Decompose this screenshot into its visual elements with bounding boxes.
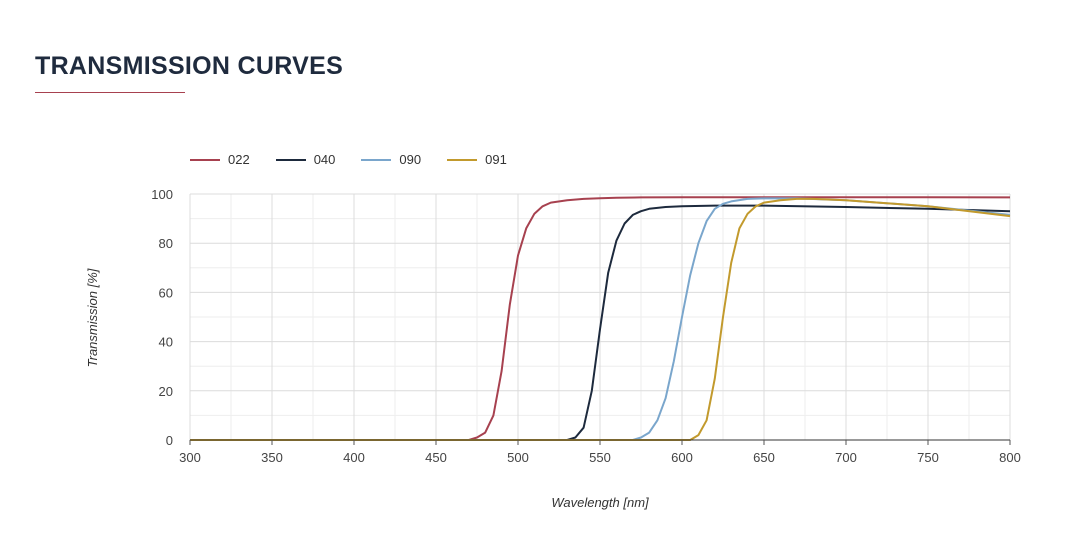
chart-legend: 022 040 090 091 bbox=[190, 152, 507, 167]
legend-label-090: 090 bbox=[399, 152, 422, 167]
legend-item-022[interactable]: 022 bbox=[190, 152, 250, 167]
legend-swatch-040 bbox=[275, 158, 306, 161]
series-layer bbox=[190, 196, 1011, 441]
y-axis-title: Transmission [%] bbox=[85, 268, 100, 367]
x-axis-title: Wavelength [nm] bbox=[551, 495, 649, 510]
y-tick-label: 80 bbox=[159, 236, 173, 251]
x-tick-label: 350 bbox=[261, 450, 283, 465]
legend-item-090[interactable]: 090 bbox=[361, 152, 421, 167]
legend-swatch-022 bbox=[190, 158, 220, 161]
x-tick-labels: 300 350 400 450 500 550 600 650 700 750 800 bbox=[179, 450, 1021, 465]
x-tick-label: 500 bbox=[507, 450, 529, 465]
series-line-040 bbox=[190, 204, 1011, 441]
y-tick-label: 100 bbox=[151, 187, 173, 202]
series-line-022 bbox=[190, 196, 1011, 441]
axes-layer bbox=[189, 439, 1011, 445]
legend-item-091[interactable]: 091 bbox=[447, 152, 507, 167]
x-tick-label: 300 bbox=[179, 450, 201, 465]
series-line-091 bbox=[190, 197, 1011, 441]
title-underline bbox=[35, 92, 185, 93]
x-tick-label: 400 bbox=[343, 450, 365, 465]
x-tick-label: 600 bbox=[671, 450, 693, 465]
x-tick-label: 800 bbox=[999, 450, 1021, 465]
x-tick-label: 550 bbox=[589, 450, 611, 465]
legend-label-040: 040 bbox=[313, 152, 336, 167]
x-tick-label: 700 bbox=[835, 450, 857, 465]
y-tick-label: 0 bbox=[166, 433, 173, 448]
y-tick-label: 40 bbox=[159, 335, 173, 350]
legend-swatch-091 bbox=[447, 158, 478, 161]
legend-item-040[interactable]: 040 bbox=[275, 152, 336, 167]
y-tick-label: 60 bbox=[159, 285, 173, 300]
legend-label-091: 091 bbox=[485, 152, 507, 167]
legend-swatch-090 bbox=[361, 158, 392, 161]
y-tick-label: 20 bbox=[159, 384, 173, 399]
x-tick-label: 650 bbox=[753, 450, 775, 465]
page-title: TRANSMISSION CURVES bbox=[35, 52, 344, 80]
x-tick-label: 750 bbox=[917, 450, 939, 465]
legend-label-022: 022 bbox=[228, 152, 250, 167]
x-tick-label: 450 bbox=[425, 450, 447, 465]
y-tick-labels: 0 20 40 60 80 100 bbox=[151, 187, 173, 448]
